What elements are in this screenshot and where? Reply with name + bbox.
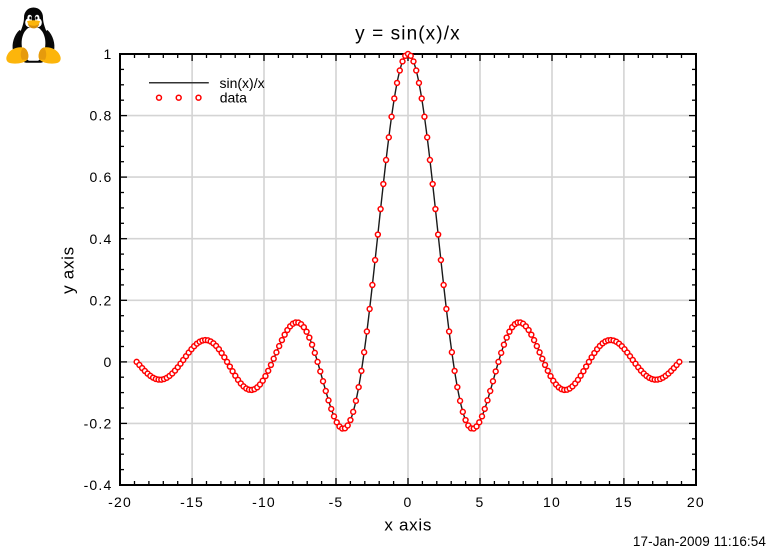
svg-text:0.2: 0.2 — [89, 292, 112, 308]
svg-text:-15: -15 — [180, 494, 204, 510]
svg-text:0.4: 0.4 — [89, 231, 112, 247]
svg-text:x axis: x axis — [384, 516, 432, 535]
svg-text:1: 1 — [104, 46, 113, 62]
svg-text:20: 20 — [687, 494, 705, 510]
svg-text:-5: -5 — [329, 494, 344, 510]
svg-text:10: 10 — [543, 494, 561, 510]
svg-text:17-Jan-2009 11:16:54: 17-Jan-2009 11:16:54 — [633, 534, 766, 549]
svg-text:0: 0 — [404, 494, 413, 510]
svg-text:y = sin(x)/x: y = sin(x)/x — [355, 24, 461, 45]
svg-text:-0.2: -0.2 — [84, 416, 113, 432]
svg-text:15: 15 — [615, 494, 633, 510]
svg-text:-0.4: -0.4 — [84, 477, 113, 493]
svg-text:0.8: 0.8 — [89, 108, 112, 124]
svg-text:5: 5 — [476, 494, 485, 510]
svg-text:-10: -10 — [252, 494, 276, 510]
svg-text:y axis: y axis — [59, 246, 78, 294]
svg-text:0.6: 0.6 — [89, 169, 112, 185]
svg-text:sin(x)/x: sin(x)/x — [220, 75, 265, 91]
svg-text:0: 0 — [104, 354, 113, 370]
svg-text:-20: -20 — [108, 494, 132, 510]
svg-text:data: data — [220, 89, 247, 105]
